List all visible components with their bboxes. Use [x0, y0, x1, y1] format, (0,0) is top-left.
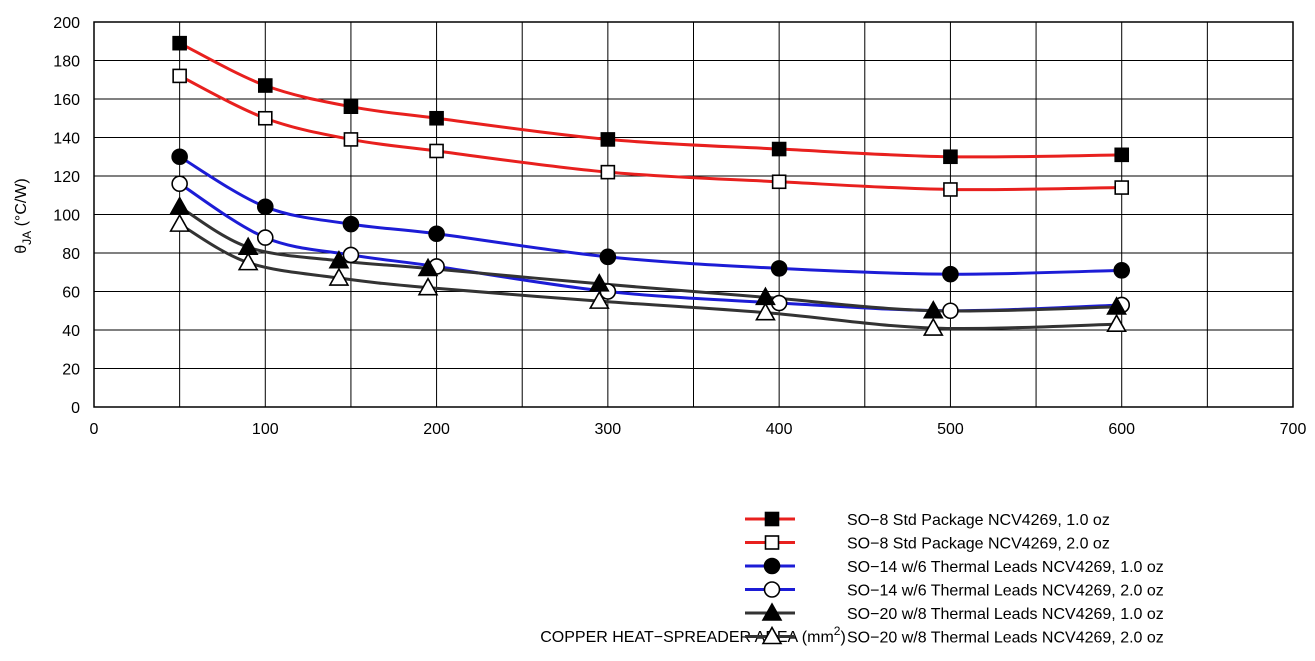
legend-label: SO−8 Std Package NCV4269, 2.0 oz	[847, 536, 1110, 553]
data-point-marker	[943, 149, 958, 165]
y-axis-title-rest: (°C/W)	[13, 178, 30, 231]
legend-marker	[761, 602, 783, 621]
plot-frame	[93, 21, 1294, 408]
y-axis-title: θJA (°C/W)	[13, 178, 34, 254]
data-point-marker	[417, 257, 439, 277]
data-point-marker	[343, 132, 359, 147]
data-point-marker	[771, 174, 787, 190]
x-tick-label: 100	[252, 421, 279, 438]
series-lines	[178, 41, 1122, 331]
data-point-marker	[942, 302, 959, 320]
data-point-marker	[169, 213, 191, 232]
data-point-marker	[172, 68, 187, 84]
x-tick-label: 700	[1280, 421, 1307, 438]
data-point-marker	[171, 175, 188, 192]
data-point-marker	[328, 267, 350, 286]
y-tick-label: 160	[53, 92, 80, 109]
data-point-marker	[770, 260, 788, 277]
y-tick-label: 60	[62, 285, 80, 302]
y-axis-title-symbol: θ	[13, 245, 30, 254]
y-tick-label: 100	[53, 208, 80, 225]
data-point-marker	[257, 78, 273, 93]
data-point-marker	[942, 265, 959, 283]
data-point-marker	[588, 290, 610, 309]
data-point-marker	[256, 229, 274, 246]
x-axis-title-text: COPPER HEAT−SPREADER AREA (mm	[540, 629, 834, 646]
data-point-marker	[1114, 180, 1130, 195]
y-tick-label: 180	[53, 54, 80, 71]
data-point-marker	[922, 317, 944, 336]
legend-label: SO−8 Std Package NCV4269, 1.0 oz	[847, 512, 1110, 529]
tick-labels: 0 100 200 300 400 500 600 700 0 20 40 60 80 100 120 140…	[53, 15, 1306, 438]
data-point-marker	[429, 110, 444, 126]
data-point-marker	[1106, 313, 1127, 333]
data-point-marker	[171, 148, 188, 166]
x-tick-label: 0	[90, 421, 99, 438]
grid	[93, 21, 1294, 408]
data-point-marker	[342, 246, 360, 264]
data-point-marker	[169, 196, 191, 215]
x-axis-title-sup: 2	[834, 624, 841, 638]
legend-marker	[763, 581, 781, 598]
y-tick-label: 140	[53, 131, 80, 148]
legend-label: SO−20 w/8 Thermal Leads NCV4269, 1.0 oz	[847, 606, 1164, 623]
x-tick-label: 300	[595, 421, 622, 438]
legend-marker	[763, 557, 781, 575]
y-tick-label: 0	[71, 400, 80, 417]
data-point-marker	[256, 198, 274, 216]
data-point-marker	[599, 248, 617, 266]
data-point-marker	[1114, 147, 1130, 163]
y-axis-title-sub: JA	[20, 231, 34, 245]
x-axis-title: COPPER HEAT−SPREADER AREA (mm2)	[540, 624, 846, 646]
x-tick-label: 600	[1108, 421, 1135, 438]
data-point-marker	[172, 35, 187, 51]
x-axis-title-end: )	[840, 629, 845, 646]
data-point-marker	[417, 277, 439, 296]
y-tick-label: 80	[62, 246, 80, 263]
x-tick-label: 500	[937, 421, 964, 438]
x-tick-label: 200	[423, 421, 450, 438]
data-point-marker	[600, 164, 616, 180]
y-tick-label: 20	[62, 362, 80, 379]
data-point-marker	[429, 143, 444, 159]
data-point-marker	[343, 99, 359, 114]
series-line	[178, 222, 1117, 331]
legend-marker	[764, 511, 780, 527]
y-tick-label: 200	[53, 15, 80, 32]
series-line	[178, 74, 1122, 192]
series-markers	[169, 35, 1131, 336]
data-point-marker	[1113, 262, 1131, 279]
legend-label: SO−20 w/8 Thermal Leads NCV4269, 2.0 oz	[847, 630, 1164, 647]
y-tick-label: 120	[53, 169, 80, 186]
data-point-marker	[257, 110, 273, 126]
y-tick-label: 40	[62, 323, 80, 340]
data-point-marker	[943, 182, 958, 197]
legend-marker	[764, 535, 780, 550]
data-point-marker	[600, 132, 616, 147]
legend-label: SO−14 w/6 Thermal Leads NCV4269, 1.0 oz	[847, 559, 1164, 576]
data-point-marker	[428, 225, 445, 243]
data-point-marker	[755, 302, 776, 321]
legend-marker	[761, 625, 783, 645]
data-point-marker	[342, 215, 360, 233]
data-point-marker	[237, 251, 259, 271]
legend-label: SO−14 w/6 Thermal Leads NCV4269, 2.0 oz	[847, 583, 1164, 600]
x-tick-label: 400	[766, 421, 793, 438]
data-point-marker	[771, 141, 787, 157]
legend: SO−8 Std Package NCV4269, 1.0 oz SO−8 Std…	[745, 511, 1164, 647]
